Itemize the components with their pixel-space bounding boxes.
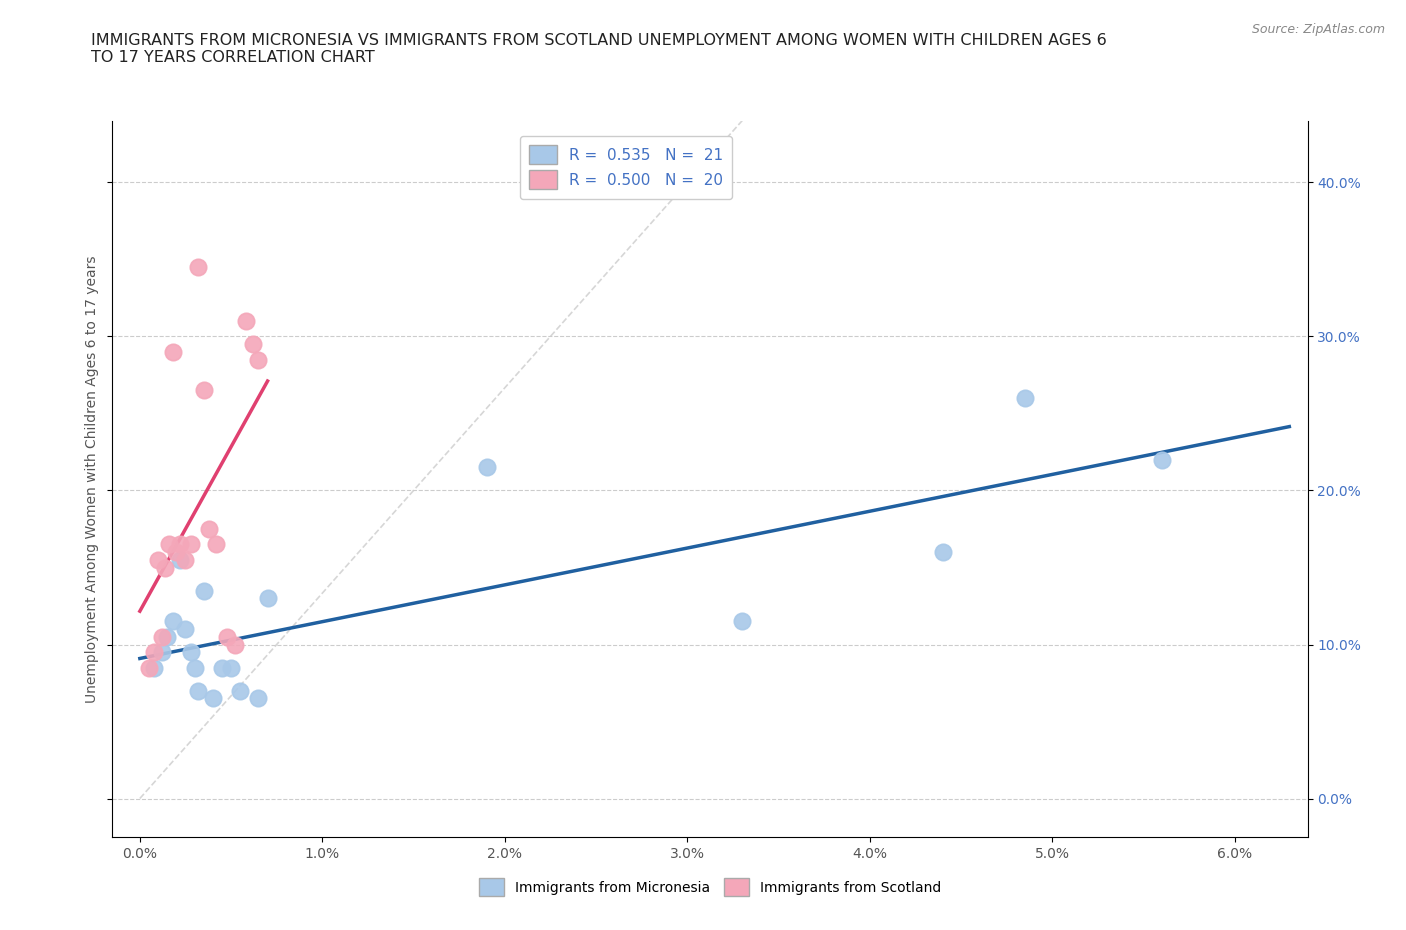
- Point: [205, 537, 228, 551]
- Point: [247, 352, 270, 367]
- Point: [174, 552, 197, 567]
- Point: [931, 545, 953, 560]
- Point: [242, 337, 264, 352]
- Point: [162, 614, 184, 629]
- Point: [475, 460, 498, 475]
- Point: [150, 630, 173, 644]
- Point: [187, 684, 209, 698]
- Point: [1014, 391, 1036, 405]
- Point: [183, 660, 205, 675]
- Point: [198, 522, 221, 537]
- Point: [162, 344, 184, 359]
- Point: [229, 684, 252, 698]
- Point: [187, 259, 209, 274]
- Point: [174, 621, 197, 636]
- Point: [169, 552, 191, 567]
- Point: [224, 637, 246, 652]
- Point: [211, 660, 233, 675]
- Point: [150, 644, 173, 659]
- Point: [217, 630, 239, 644]
- Y-axis label: Unemployment Among Women with Children Ages 6 to 17 years: Unemployment Among Women with Children A…: [86, 255, 100, 703]
- Legend: Immigrants from Micronesia, Immigrants from Scotland: Immigrants from Micronesia, Immigrants f…: [474, 872, 946, 902]
- Point: [731, 614, 754, 629]
- Point: [138, 660, 160, 675]
- Text: Source: ZipAtlas.com: Source: ZipAtlas.com: [1251, 23, 1385, 36]
- Point: [180, 537, 202, 551]
- Point: [169, 537, 191, 551]
- Point: [193, 383, 215, 398]
- Point: [235, 313, 257, 328]
- Point: [219, 660, 242, 675]
- Point: [143, 644, 166, 659]
- Point: [146, 552, 169, 567]
- Point: [155, 560, 177, 575]
- Point: [180, 644, 202, 659]
- Point: [256, 591, 278, 605]
- Point: [201, 691, 224, 706]
- Text: IMMIGRANTS FROM MICRONESIA VS IMMIGRANTS FROM SCOTLAND UNEMPLOYMENT AMONG WOMEN : IMMIGRANTS FROM MICRONESIA VS IMMIGRANTS…: [91, 33, 1107, 65]
- Point: [165, 545, 187, 560]
- Point: [1150, 452, 1173, 467]
- Point: [156, 630, 179, 644]
- Point: [193, 583, 215, 598]
- Point: [247, 691, 270, 706]
- Point: [157, 537, 180, 551]
- Point: [143, 660, 166, 675]
